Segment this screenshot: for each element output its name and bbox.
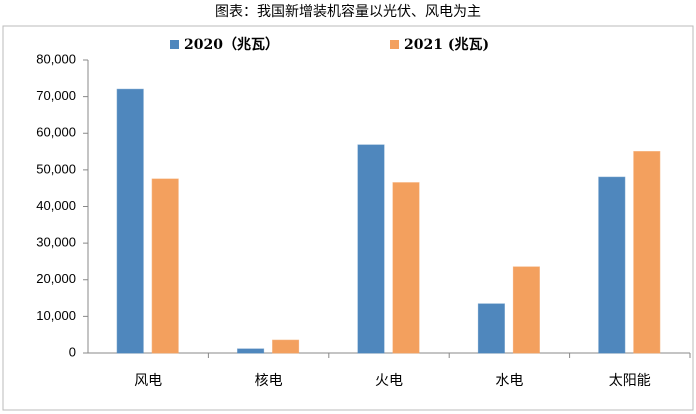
- bar: [116, 88, 144, 354]
- y-tick-label: 80,000: [36, 51, 76, 66]
- legend-swatch: [170, 40, 179, 49]
- bar: [392, 182, 420, 354]
- y-tick-label: 30,000: [36, 235, 76, 250]
- bar: [151, 178, 179, 354]
- bar: [237, 348, 265, 354]
- y-tick-label: 50,000: [36, 161, 76, 176]
- bar: [598, 176, 626, 354]
- y-tick-label: 40,000: [36, 198, 76, 213]
- bar: [272, 339, 300, 354]
- y-tick-label: 70,000: [36, 88, 76, 103]
- x-tick-label: 核电: [255, 373, 283, 389]
- y-tick-label: 0: [69, 344, 76, 359]
- y-tick-label: 60,000: [36, 125, 76, 140]
- x-tick-label: 太阳能: [609, 373, 651, 389]
- y-tick-label: 10,000: [36, 308, 76, 323]
- bar: [357, 144, 385, 354]
- legend-label: 2021 (兆瓦): [404, 37, 489, 53]
- bar: [477, 303, 505, 354]
- bar: [633, 151, 661, 354]
- bar: [512, 266, 540, 354]
- x-tick-label: 风电: [134, 373, 162, 389]
- chart-frame: [2, 25, 694, 411]
- x-tick-label: 水电: [495, 373, 523, 389]
- legend-swatch: [390, 40, 399, 49]
- y-tick-label: 20,000: [36, 271, 76, 286]
- chart-title: 图表：我国新增装机容量以光伏、风电为主: [215, 3, 481, 20]
- x-tick-label: 火电: [375, 373, 403, 389]
- legend-label: 2020（兆瓦）: [184, 37, 279, 53]
